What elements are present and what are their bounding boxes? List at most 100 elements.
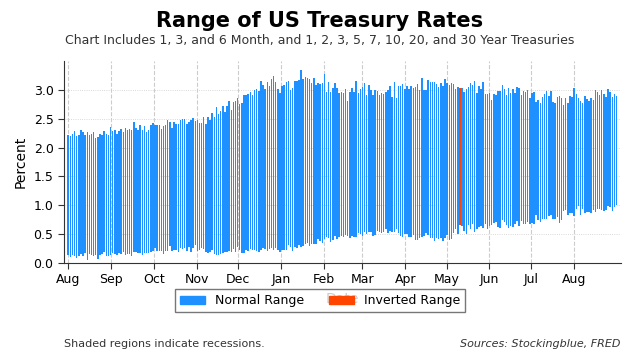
Bar [394, 82, 395, 232]
Bar [271, 78, 272, 248]
Bar [554, 103, 556, 219]
Bar [516, 87, 518, 221]
Bar [180, 120, 181, 248]
Bar [362, 87, 364, 237]
Bar [214, 117, 215, 254]
Bar [239, 104, 241, 250]
Bar [216, 107, 217, 255]
Bar [364, 82, 365, 233]
Bar [457, 87, 458, 234]
Bar [319, 84, 321, 241]
Bar [559, 96, 560, 223]
Bar [285, 82, 287, 250]
Bar [193, 117, 194, 248]
Bar [108, 135, 109, 256]
Bar [459, 88, 461, 225]
Bar [413, 88, 414, 235]
Bar [575, 94, 577, 209]
Bar [345, 89, 346, 235]
Bar [595, 90, 596, 212]
Bar [523, 91, 524, 224]
Bar [150, 125, 152, 252]
Bar [324, 74, 325, 239]
Bar [572, 97, 573, 213]
Bar [584, 96, 586, 213]
Bar [557, 98, 558, 217]
Bar [421, 78, 422, 237]
Bar [455, 89, 456, 229]
Bar [417, 84, 419, 240]
Bar [582, 103, 584, 210]
Bar [199, 123, 200, 250]
Bar [262, 85, 264, 248]
Bar [434, 82, 435, 241]
Bar [112, 131, 113, 253]
Bar [311, 83, 312, 244]
Bar [468, 87, 469, 225]
Bar [237, 98, 238, 247]
Bar [493, 94, 495, 223]
Bar [578, 98, 579, 206]
Bar [95, 138, 97, 255]
Bar [495, 95, 497, 222]
Bar [116, 134, 118, 255]
Bar [599, 95, 600, 210]
Bar [541, 97, 543, 219]
Bar [525, 92, 526, 224]
Bar [114, 130, 116, 253]
Bar [463, 91, 465, 230]
Bar [408, 89, 410, 237]
Bar [97, 137, 99, 258]
Bar [481, 89, 482, 226]
Bar [156, 125, 158, 251]
Bar [366, 95, 367, 234]
Bar [398, 86, 399, 233]
Bar [275, 82, 276, 248]
Bar [529, 98, 531, 224]
Bar [163, 126, 164, 255]
Bar [326, 91, 327, 237]
Bar [224, 112, 226, 252]
Bar [70, 136, 71, 257]
Bar [258, 91, 259, 252]
Bar [461, 88, 463, 226]
Bar [586, 99, 588, 212]
Bar [125, 128, 126, 255]
Bar [567, 103, 568, 215]
Text: Range of US Treasury Rates: Range of US Treasury Rates [156, 11, 484, 31]
Bar [379, 95, 380, 231]
Bar [436, 84, 437, 238]
Bar [284, 85, 285, 249]
Bar [360, 89, 361, 234]
Bar [161, 129, 162, 251]
Bar [91, 135, 92, 256]
Bar [385, 92, 387, 229]
Bar [383, 94, 385, 232]
Bar [141, 130, 143, 255]
Bar [510, 93, 511, 226]
Bar [580, 101, 581, 215]
Bar [497, 91, 499, 227]
Bar [512, 89, 513, 228]
Bar [415, 87, 416, 240]
Bar [506, 95, 508, 225]
Bar [404, 89, 406, 234]
Bar [444, 78, 446, 238]
Bar [370, 90, 372, 233]
Bar [106, 134, 107, 256]
Bar [442, 86, 444, 241]
Bar [190, 120, 192, 252]
Bar [484, 94, 486, 224]
Bar [538, 100, 539, 220]
Bar [491, 100, 492, 225]
Bar [614, 94, 615, 207]
Bar [603, 94, 605, 211]
Bar [588, 102, 590, 212]
Bar [368, 85, 370, 232]
Bar [165, 125, 166, 251]
Bar [533, 91, 535, 224]
Bar [536, 102, 537, 215]
Bar [540, 103, 541, 221]
Bar [451, 83, 452, 239]
Bar [133, 122, 134, 252]
